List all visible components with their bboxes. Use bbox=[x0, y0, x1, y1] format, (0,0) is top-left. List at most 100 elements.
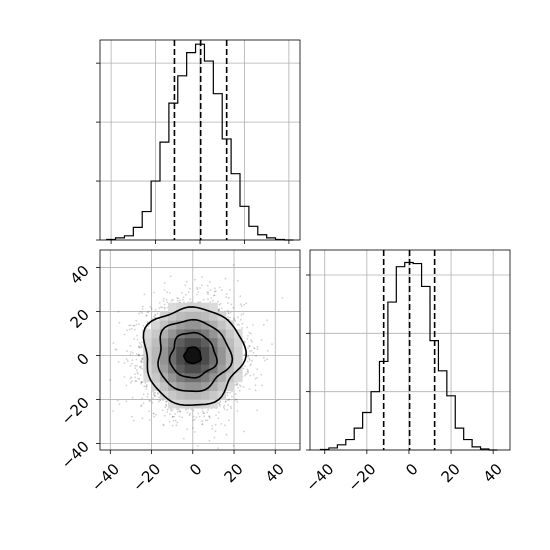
scatter-point bbox=[133, 419, 135, 422]
scatter-point bbox=[233, 318, 236, 321]
scatter-point bbox=[254, 377, 257, 380]
scatter-point bbox=[247, 371, 250, 374]
density-cell bbox=[184, 311, 194, 321]
scatter-point bbox=[235, 398, 238, 401]
scatter-point bbox=[194, 431, 196, 433]
scatter-point bbox=[182, 298, 184, 301]
scatter-point bbox=[226, 309, 229, 312]
scatter-point bbox=[208, 280, 211, 283]
density-cell bbox=[176, 346, 185, 356]
scatter-point bbox=[176, 408, 179, 411]
scatter-point bbox=[156, 312, 159, 315]
scatter-point bbox=[136, 338, 139, 341]
density-cell bbox=[201, 390, 210, 400]
scatter-point bbox=[117, 310, 120, 313]
scatter-point bbox=[197, 445, 199, 447]
scatter-point bbox=[247, 369, 250, 372]
scatter-point bbox=[211, 427, 214, 430]
density-cell bbox=[209, 355, 218, 365]
scatter-point bbox=[134, 328, 136, 331]
scatter-point bbox=[129, 365, 132, 367]
density-cell bbox=[143, 346, 152, 356]
scatter-point bbox=[266, 358, 268, 361]
scatter-point bbox=[144, 382, 147, 384]
scatter-point bbox=[165, 405, 168, 407]
scatter-point bbox=[165, 400, 168, 403]
histogram-y-frame bbox=[309, 249, 511, 451]
scatter-point bbox=[223, 408, 226, 410]
density-cell bbox=[184, 399, 194, 409]
scatter-point bbox=[129, 381, 132, 384]
scatter-point bbox=[238, 384, 241, 387]
scatter-point bbox=[177, 297, 180, 300]
scatter-point bbox=[230, 303, 233, 306]
scatter-point bbox=[137, 353, 140, 356]
scatter-point bbox=[162, 423, 165, 426]
density-contour bbox=[142, 306, 248, 407]
scatter-point bbox=[140, 405, 143, 408]
scatter-point bbox=[143, 385, 146, 388]
density-contour bbox=[157, 318, 234, 393]
scatter-point bbox=[138, 342, 141, 345]
scatter-point bbox=[137, 377, 140, 380]
scatter-point bbox=[198, 415, 201, 418]
scatter-point bbox=[154, 314, 157, 317]
scatter-point bbox=[192, 427, 194, 429]
scatter-point bbox=[148, 419, 151, 421]
density-cell bbox=[168, 399, 177, 409]
scatter-point bbox=[256, 345, 259, 348]
scatter-point bbox=[196, 288, 199, 291]
scatter-point bbox=[135, 358, 138, 361]
density-cell bbox=[176, 364, 185, 374]
density-cell bbox=[159, 346, 169, 356]
scatter-point bbox=[128, 328, 131, 331]
scatter-point bbox=[239, 318, 242, 321]
density-cell bbox=[192, 364, 202, 374]
scatter-point bbox=[138, 377, 141, 380]
scatter-point bbox=[135, 380, 138, 382]
scatter-point bbox=[125, 384, 128, 387]
density-cell bbox=[192, 399, 202, 409]
scatter-point bbox=[206, 419, 209, 422]
scatter-point bbox=[141, 367, 144, 370]
scatter-point bbox=[132, 324, 135, 327]
scatter-point bbox=[169, 413, 171, 415]
density-cell bbox=[209, 337, 218, 347]
scatter-point bbox=[129, 324, 132, 327]
scatter-point bbox=[210, 297, 213, 299]
scatter-point bbox=[214, 290, 216, 293]
scatter-point bbox=[148, 410, 151, 413]
scatter-point bbox=[136, 334, 138, 337]
scatter-point bbox=[224, 400, 227, 403]
scatter-point bbox=[141, 308, 144, 310]
scatter-point bbox=[174, 419, 177, 422]
scatter-point bbox=[137, 346, 140, 348]
scatter-point bbox=[140, 360, 143, 362]
scatter-point bbox=[170, 299, 173, 302]
density-cell bbox=[176, 390, 185, 400]
scatter-point bbox=[201, 420, 204, 423]
scatter-point bbox=[229, 288, 231, 291]
scatter-point bbox=[176, 410, 179, 413]
scatter-point bbox=[236, 382, 239, 385]
scatter-point bbox=[260, 339, 263, 341]
scatter-point bbox=[164, 406, 167, 409]
density-cell bbox=[201, 381, 210, 391]
scatter-point bbox=[140, 404, 143, 407]
scatter-point bbox=[256, 376, 258, 379]
scatter-point bbox=[160, 306, 162, 308]
scatter-point bbox=[224, 401, 227, 403]
density-cell bbox=[168, 373, 177, 383]
scatter-point bbox=[161, 306, 164, 309]
scatter-point bbox=[140, 345, 143, 348]
scatter-point bbox=[254, 389, 257, 392]
scatter-point bbox=[248, 345, 251, 347]
scatter-point bbox=[234, 398, 237, 401]
density-cell bbox=[159, 337, 169, 347]
scatter-point bbox=[138, 346, 141, 349]
scatter-point bbox=[201, 284, 203, 287]
scatter-point bbox=[243, 353, 246, 356]
scatter-point bbox=[208, 415, 211, 418]
scatter-point bbox=[263, 356, 265, 359]
scatter-point bbox=[109, 379, 112, 382]
